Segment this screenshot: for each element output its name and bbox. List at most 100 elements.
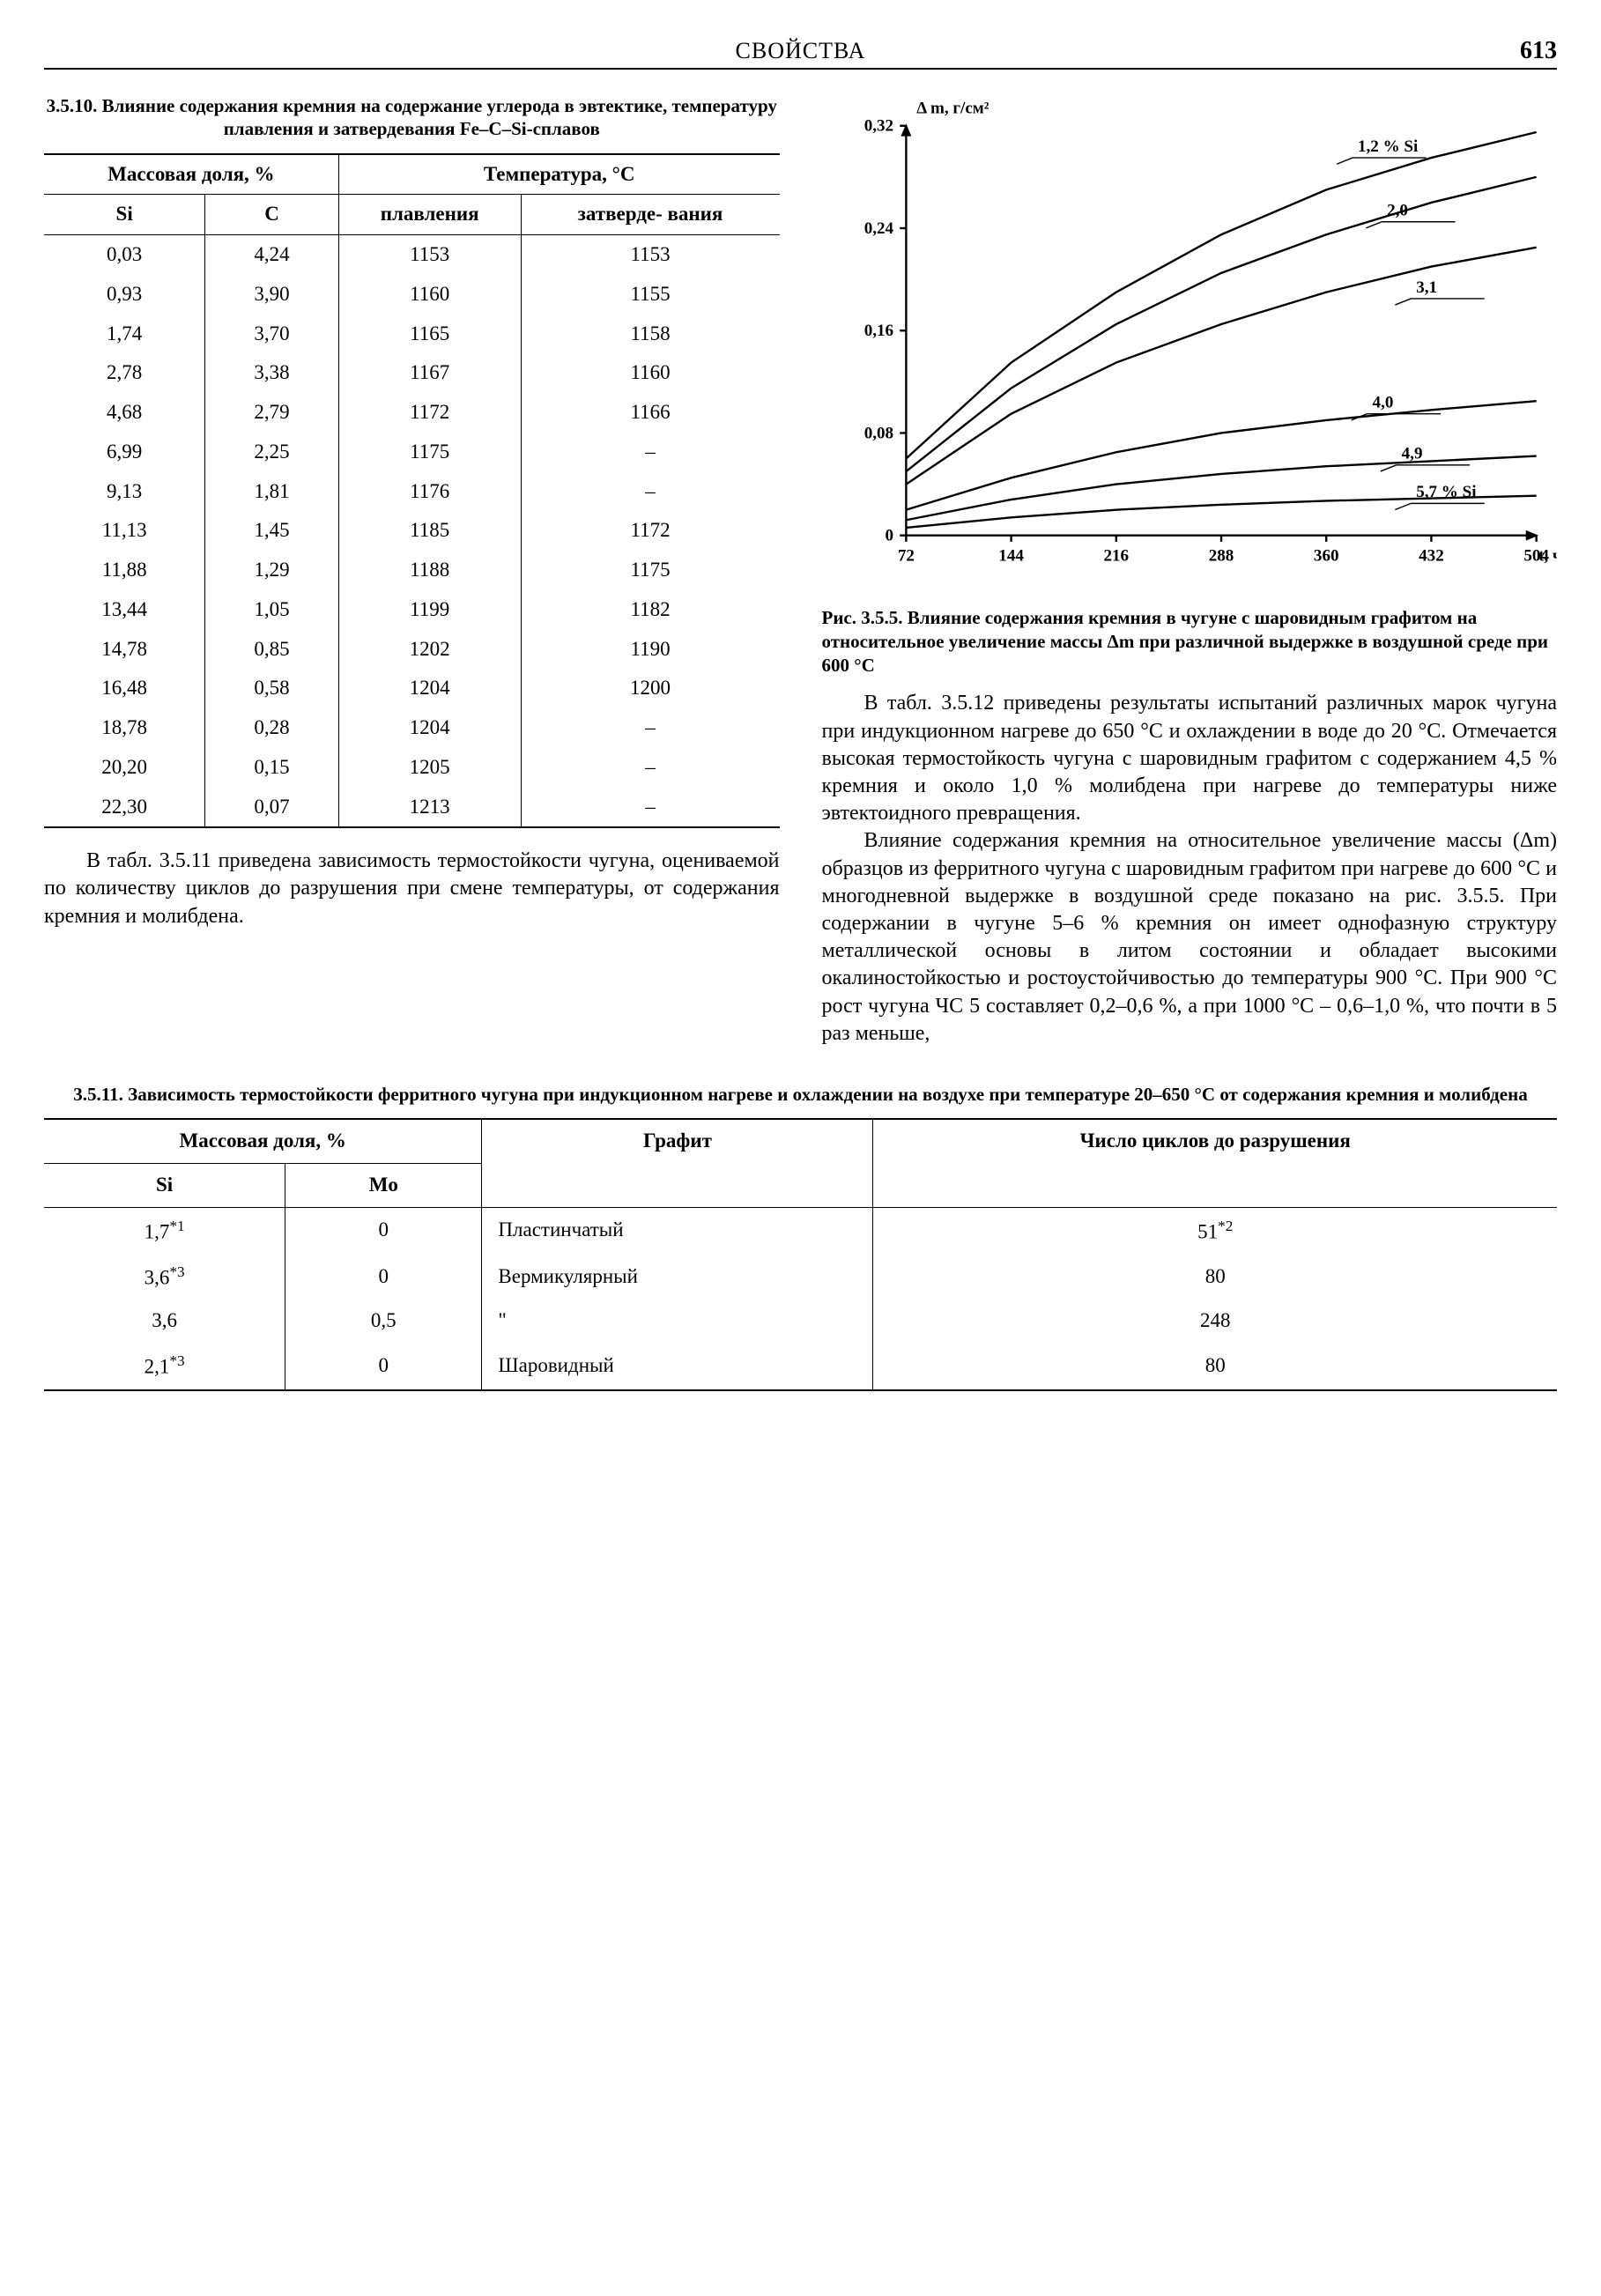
table-cell: 1153 <box>338 235 521 275</box>
table-cell: – <box>521 708 779 748</box>
svg-text:432: 432 <box>1419 546 1444 565</box>
table-row: 2,783,3811671160 <box>44 353 780 393</box>
table-row: 13,441,0511991182 <box>44 590 780 630</box>
table-cell: 1160 <box>338 275 521 315</box>
table-cell: 11,88 <box>44 551 205 590</box>
table-cell: 0 <box>285 1207 482 1254</box>
svg-text:4,0: 4,0 <box>1372 394 1393 412</box>
table-row: 2,1*30Шаровидный80 <box>44 1343 1557 1389</box>
table-cell: 18,78 <box>44 708 205 748</box>
table1-hdr-c: C <box>205 195 339 235</box>
table-row: 22,300,071213– <box>44 788 780 828</box>
table-cell: 1172 <box>338 393 521 433</box>
table-row: 11,881,2911881175 <box>44 551 780 590</box>
table-cell: 14,78 <box>44 630 205 670</box>
table-cell: 4,24 <box>205 235 339 275</box>
right-column: Δ m, г/см²00,080,160,240,327214421628836… <box>822 94 1558 1048</box>
section-title: СВОЙСТВА <box>115 37 1486 66</box>
table-cell: 0 <box>285 1254 482 1300</box>
table-cell: 1175 <box>521 551 779 590</box>
table2-hdr-si: Si <box>44 1163 285 1207</box>
table-cell: 1158 <box>521 315 779 354</box>
svg-text:288: 288 <box>1208 546 1234 565</box>
table-cell: 1166 <box>521 393 779 433</box>
table-cell: 1175 <box>338 433 521 472</box>
table-cell: 1,81 <box>205 472 339 512</box>
table-cell: 1,7*1 <box>44 1207 285 1254</box>
table-cell: 2,78 <box>44 353 205 393</box>
table1-caption: 3.5.10. Влияние содержания кремния на со… <box>44 94 780 141</box>
table-cell: 3,70 <box>205 315 339 354</box>
paragraph-1: В табл. 3.5.11 приведена зависимость тер… <box>44 848 780 930</box>
table-row: 0,034,2411531153 <box>44 235 780 275</box>
table1-hdr-temp: Температура, °C <box>338 154 779 195</box>
table-cell: 51*2 <box>873 1207 1557 1254</box>
svg-text:t, ч: t, ч <box>1538 546 1557 565</box>
table-row: 14,780,8512021190 <box>44 630 780 670</box>
svg-text:0,24: 0,24 <box>864 219 893 238</box>
paragraph-3: Влияние содержания кремния на относитель… <box>822 827 1558 1048</box>
svg-text:Δ m, г/см²: Δ m, г/см² <box>916 99 989 117</box>
table-cell: 1188 <box>338 551 521 590</box>
table-cell: 1202 <box>338 630 521 670</box>
table-cell: 0,03 <box>44 235 205 275</box>
table-cell: 1167 <box>338 353 521 393</box>
svg-text:0,32: 0,32 <box>864 117 893 136</box>
table-cell: Вермикулярный <box>482 1254 873 1300</box>
svg-text:0: 0 <box>885 527 893 545</box>
table2-hdr-graphite: Графит <box>482 1119 873 1207</box>
svg-text:0,16: 0,16 <box>864 322 893 340</box>
table-cell: 11,13 <box>44 511 205 551</box>
table-cell: 0 <box>285 1343 482 1389</box>
table-cell: 1200 <box>521 669 779 708</box>
table2-caption: 3.5.11. Зависимость термостойкости ферри… <box>44 1083 1557 1106</box>
table-cell: 3,38 <box>205 353 339 393</box>
chart-3-5-5: Δ m, г/см²00,080,160,240,327214421628836… <box>822 94 1558 594</box>
table-row: 9,131,811176– <box>44 472 780 512</box>
table-cell: 1,74 <box>44 315 205 354</box>
table-cell: 16,48 <box>44 669 205 708</box>
table-cell: 22,30 <box>44 788 205 828</box>
table-row: 4,682,7911721166 <box>44 393 780 433</box>
main-columns: 3.5.10. Влияние содержания кремния на со… <box>44 94 1557 1048</box>
svg-text:3,1: 3,1 <box>1416 278 1437 297</box>
table-cell: 3,90 <box>205 275 339 315</box>
table2-hdr-cycles: Число циклов до разрушения <box>873 1119 1557 1207</box>
svg-text:4,9: 4,9 <box>1401 445 1422 463</box>
svg-text:216: 216 <box>1103 546 1129 565</box>
bottom-section: 3.5.11. Зависимость термостойкости ферри… <box>44 1083 1557 1391</box>
table-cell: 1,29 <box>205 551 339 590</box>
table-cell: 0,5 <box>285 1300 482 1343</box>
table1-hdr-si: Si <box>44 195 205 235</box>
svg-text:360: 360 <box>1313 546 1338 565</box>
svg-text:1,2 % Si: 1,2 % Si <box>1357 137 1418 156</box>
table-cell: 1155 <box>521 275 779 315</box>
table-cell: Шаровидный <box>482 1343 873 1389</box>
table-cell: 2,25 <box>205 433 339 472</box>
table-cell: 0,07 <box>205 788 339 828</box>
table-cell: – <box>521 472 779 512</box>
page-header: СВОЙСТВА 613 <box>44 35 1557 70</box>
table-cell: 20,20 <box>44 748 205 788</box>
left-column: 3.5.10. Влияние содержания кремния на со… <box>44 94 780 1048</box>
table-cell: – <box>521 748 779 788</box>
svg-text:0,08: 0,08 <box>864 424 893 442</box>
table-row: 6,992,251175– <box>44 433 780 472</box>
table-cell: 3,6 <box>44 1300 285 1343</box>
table-cell: 1213 <box>338 788 521 828</box>
table-row: 18,780,281204– <box>44 708 780 748</box>
table-cell: 1,45 <box>205 511 339 551</box>
table-row: 11,131,4511851172 <box>44 511 780 551</box>
table-cell: 1204 <box>338 669 521 708</box>
table-cell: 13,44 <box>44 590 205 630</box>
svg-text:72: 72 <box>897 546 914 565</box>
table-cell: 9,13 <box>44 472 205 512</box>
table-cell: 0,15 <box>205 748 339 788</box>
table-cell: 80 <box>873 1254 1557 1300</box>
table-cell: 3,6*3 <box>44 1254 285 1300</box>
page-number: 613 <box>1486 35 1557 66</box>
table-cell: 4,68 <box>44 393 205 433</box>
svg-text:5,7 % Si: 5,7 % Si <box>1416 483 1477 501</box>
table2-hdr-massfrac: Массовая доля, % <box>44 1119 482 1163</box>
table-cell: 0,93 <box>44 275 205 315</box>
